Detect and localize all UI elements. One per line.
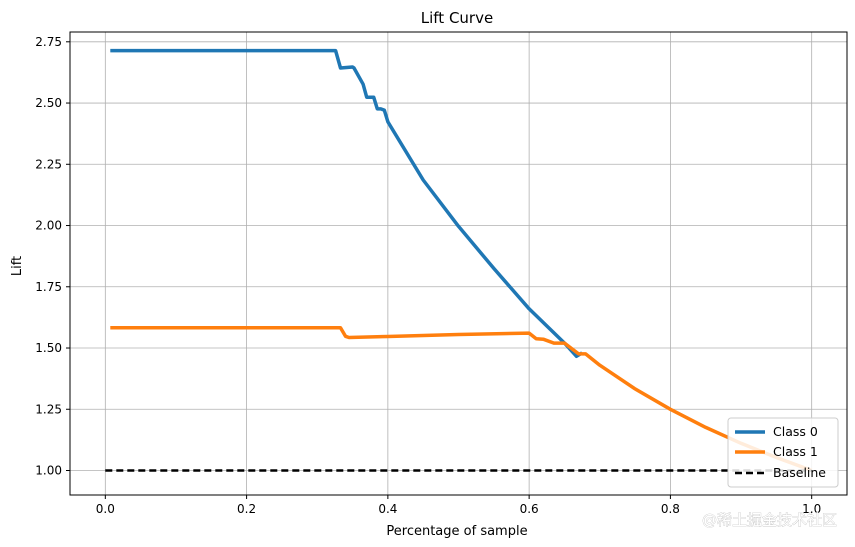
x-tick-label: 0.2	[237, 502, 256, 516]
x-tick-label: 0.0	[96, 502, 115, 516]
y-tick-label: 1.50	[35, 341, 62, 355]
series-line-class-1	[110, 325, 813, 473]
y-tick-label: 2.50	[35, 96, 62, 110]
y-tick-label: 1.75	[35, 280, 62, 294]
plot-frame	[69, 31, 848, 496]
legend-box	[727, 417, 839, 488]
x-tick-label: 0.6	[520, 502, 539, 516]
x-tick-label: 1.0	[802, 502, 821, 516]
y-tick-label: 2.75	[35, 35, 62, 49]
legend-label-class-1: Class 1	[773, 444, 818, 459]
x-tick-label: 0.4	[378, 502, 397, 516]
y-tick-label: 2.25	[35, 157, 62, 171]
legend-label-baseline: Baseline	[773, 465, 826, 480]
series-line-class-0	[110, 48, 584, 359]
chart-title: Lift Curve	[421, 9, 493, 27]
watermark-text: @稀土掘金技术社区	[702, 511, 837, 529]
x-axis-label: Percentage of sample	[386, 524, 527, 539]
series-lines	[105, 48, 813, 473]
axis-ticks: 0.0 0.2 0.4 0.6 0.8 1.0 1.00 1.25 1.50 1.75 2.00 2.…	[35, 35, 821, 516]
legend-label-class-0: Class 0	[773, 424, 818, 439]
y-tick-label: 2.00	[35, 219, 62, 233]
y-tick-label: 1.25	[35, 402, 62, 416]
y-tick-label: 1.00	[35, 464, 62, 478]
y-axis-label: Lift	[10, 256, 25, 276]
grid-lines	[70, 32, 847, 495]
legend: Class 0 Class 1 Baseline	[727, 417, 839, 488]
x-tick-label: 0.8	[661, 502, 680, 516]
